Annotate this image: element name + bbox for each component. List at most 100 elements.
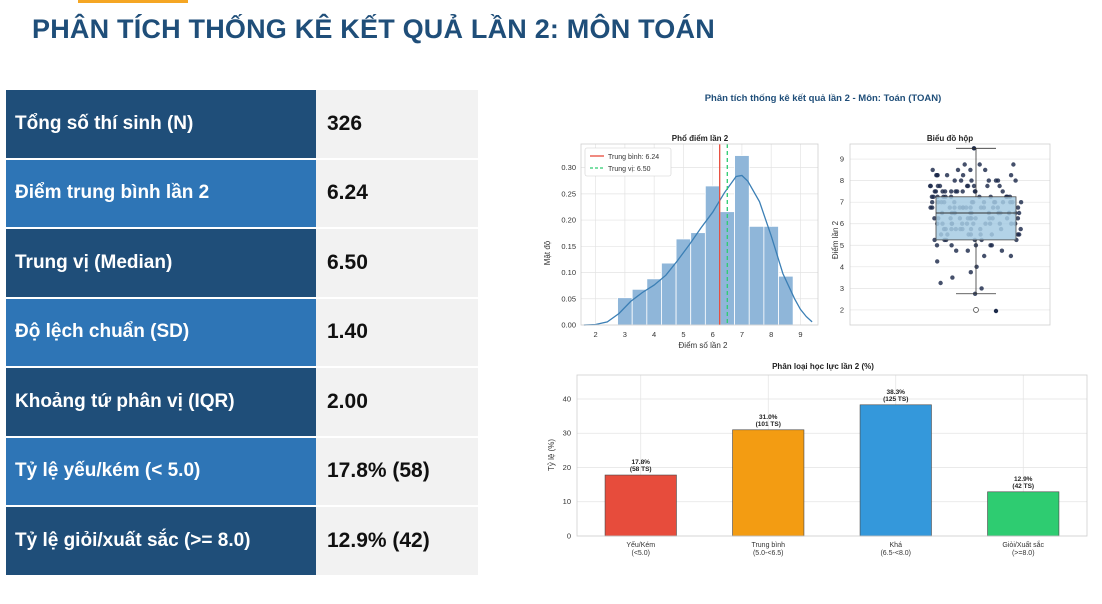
score-point: [1015, 232, 1021, 237]
stat-value: 6.50: [316, 229, 478, 298]
stat-row-median: Trung vị (Median) 6.50: [6, 229, 478, 298]
score-point: [1008, 253, 1014, 259]
score-point: [1015, 216, 1021, 221]
histogram-ytick-label: 0.20: [561, 216, 576, 225]
category-label: Trung bình: [751, 542, 785, 549]
legend-mean-label: Trung bình: 6.24: [608, 154, 659, 161]
score-point: [993, 178, 999, 183]
category-bar: [732, 429, 805, 537]
score-point: [934, 173, 939, 178]
score-point: [937, 183, 943, 189]
bar-count-label: (125 TS): [883, 396, 908, 403]
score-point: [928, 205, 933, 210]
chart-svg: Phân tích thống kê kết quả lần 2 - Môn: …: [543, 93, 1088, 557]
category-ytick-label: 20: [563, 463, 571, 472]
boxplot-ytick-label: 8: [840, 176, 844, 185]
stat-label: Tỷ lệ giỏi/xuất sắc (>= 8.0): [6, 507, 316, 576]
score-point: [942, 189, 948, 194]
histogram-bar: [704, 185, 721, 326]
score-point: [1018, 200, 1024, 205]
score-point: [958, 178, 964, 183]
bar-count-label: (58 TS): [630, 466, 652, 473]
score-point: [993, 308, 999, 314]
stat-row-sd: Độ lệch chuẩn (SD) 1.40: [6, 298, 478, 367]
chart-figure: Phân tích thống kê kết quả lần 2 - Môn: …: [520, 80, 1102, 580]
box-body: [935, 196, 1017, 241]
score-point: [979, 286, 984, 291]
score-point: [930, 200, 935, 205]
score-point: [1013, 178, 1018, 183]
boxplot-ytick-label: 7: [840, 198, 844, 207]
histogram-xtick-label: 9: [798, 330, 802, 339]
score-point: [935, 259, 940, 264]
stat-value: 12.9% (42): [316, 507, 478, 576]
score-point: [1018, 226, 1023, 232]
bar-data-label: 17.8%: [632, 459, 651, 466]
category-bar: [604, 474, 677, 537]
score-point: [938, 280, 943, 286]
histogram-xtick-label: 3: [623, 330, 627, 339]
bar-count-label: (42 TS): [1012, 483, 1034, 490]
header-accent-line: [78, 0, 188, 3]
boxplot-chart: Biểu đồ hộp Điểm lần 2 2 3 4 5 6 7 8 9: [831, 134, 1051, 326]
histogram-legend: Trung bình: 6.24 Trung vị: 6.50: [584, 147, 672, 177]
score-point: [968, 270, 973, 275]
score-point: [974, 264, 979, 269]
score-point: [949, 243, 954, 248]
boxplot-ytick-label: 4: [840, 262, 844, 271]
stat-label: Trung vị (Median): [6, 229, 316, 298]
bar-count-label: (101 TS): [756, 421, 781, 428]
category-bar: [859, 404, 932, 537]
histogram-bar: [763, 225, 779, 326]
score-point: [955, 189, 960, 194]
stat-label: Độ lệch chuẩn (SD): [6, 298, 316, 367]
score-point: [985, 183, 990, 189]
category-ytick-label: 30: [563, 429, 571, 438]
histogram-xtick-label: 2: [594, 330, 598, 339]
boxplot-ytick-label: 9: [840, 155, 844, 164]
stat-label: Điểm trung bình lần 2: [6, 159, 316, 228]
score-point: [928, 183, 933, 189]
stat-label: Tỷ lệ yếu/kém (< 5.0): [6, 437, 316, 506]
score-point: [965, 248, 970, 253]
category-ytick-label: 40: [563, 394, 571, 403]
histogram-bar: [748, 225, 765, 326]
score-point: [944, 173, 950, 178]
category-bar-frame: [576, 374, 1088, 537]
score-point: [977, 162, 982, 167]
score-point: [965, 183, 971, 189]
stat-value: 1.40: [316, 298, 478, 367]
legend-box: [584, 147, 672, 177]
histogram-xtick-label: 5: [681, 330, 685, 339]
page-title: PHÂN TÍCH THỐNG KÊ KẾT QUẢ LẦN 2: MÔN TO…: [32, 14, 715, 44]
category-range-label: (>=8.0): [1012, 550, 1035, 557]
histogram-bar: [778, 275, 794, 326]
stat-value: 17.8% (58): [316, 437, 478, 506]
score-point: [969, 178, 974, 183]
score-point: [986, 178, 991, 183]
category-label: Giỏi/Xuất sắc: [1002, 540, 1044, 549]
category-ytick-label: 0: [567, 532, 571, 541]
stat-row-weak-rate: Tỷ lệ yếu/kém (< 5.0) 17.8% (58): [6, 437, 478, 506]
category-range-label: (<5.0): [632, 550, 650, 557]
score-point: [1008, 173, 1014, 178]
boxplot-title: Biểu đồ hộp: [927, 134, 973, 143]
score-point: [960, 189, 965, 194]
boxplot-ytick-label: 2: [840, 305, 844, 314]
score-point: [934, 243, 940, 248]
score-point: [971, 183, 977, 189]
score-point: [982, 253, 987, 259]
score-point: [929, 194, 935, 199]
score-point: [949, 189, 954, 194]
figure-suptitle: Phân tích thống kê kết quả lần 2 - Môn: …: [705, 93, 942, 104]
kde-curve: [583, 174, 813, 326]
score-point: [1011, 162, 1016, 167]
category-range-label: (6.5-<8.0): [880, 550, 911, 557]
stat-row-iqr: Khoảng tứ phân vị (IQR) 2.00: [6, 368, 478, 437]
score-point: [999, 248, 1005, 253]
bar-data-label: 38.3%: [887, 389, 906, 396]
histogram-xtick-label: 7: [740, 330, 744, 339]
histogram-ylabel: Mật độ: [543, 240, 552, 265]
histogram-xlabel: Điểm số lần 2: [679, 341, 728, 350]
histogram-ytick-label: 0.15: [561, 242, 576, 251]
